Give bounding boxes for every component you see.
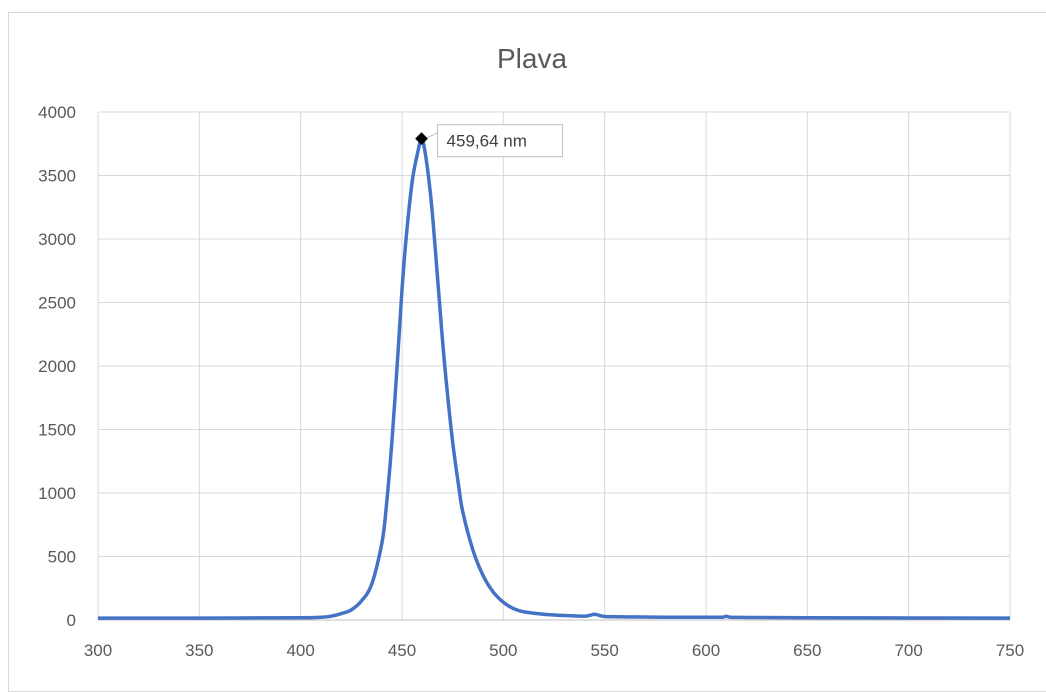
y-tick-label: 1500 <box>38 421 76 440</box>
y-tick-label: 4000 <box>38 103 76 122</box>
annotation-label: 459,64 nm <box>447 132 527 151</box>
x-tick-label: 550 <box>590 641 618 660</box>
x-tick-label: 400 <box>286 641 314 660</box>
x-tick-label: 650 <box>793 641 821 660</box>
annotation-leader <box>425 132 438 140</box>
y-tick-label: 3500 <box>38 167 76 186</box>
annotation-box <box>437 124 564 158</box>
x-tick-label: 300 <box>84 641 112 660</box>
x-tick-label: 450 <box>388 641 416 660</box>
x-tick-label: 350 <box>185 641 213 660</box>
y-tick-label: 1000 <box>38 484 76 503</box>
y-tick-label: 500 <box>48 548 76 567</box>
y-tick-label: 3000 <box>38 230 76 249</box>
y-tick-label: 0 <box>67 611 76 630</box>
series-line <box>97 136 1011 620</box>
chart-title: Plava <box>497 43 567 74</box>
x-tick-label: 750 <box>996 641 1024 660</box>
series-layer <box>97 136 1011 620</box>
x-tick-label: 600 <box>692 641 720 660</box>
y-tick-label: 2500 <box>38 294 76 313</box>
chart-svg: Plava 0 500 1000 1500 2000 2500 3000 3500 4000 30… <box>38 43 1024 660</box>
annotation-layer: 459,64 nm <box>415 124 564 158</box>
x-tick-label: 700 <box>894 641 922 660</box>
tick-layer: 0 500 1000 1500 2000 2500 3000 3500 4000 300 350 40… <box>38 103 1024 660</box>
grid-layer <box>97 111 1011 621</box>
y-tick-label: 2000 <box>38 357 76 376</box>
peak-marker <box>415 132 428 146</box>
x-tick-label: 500 <box>489 641 517 660</box>
